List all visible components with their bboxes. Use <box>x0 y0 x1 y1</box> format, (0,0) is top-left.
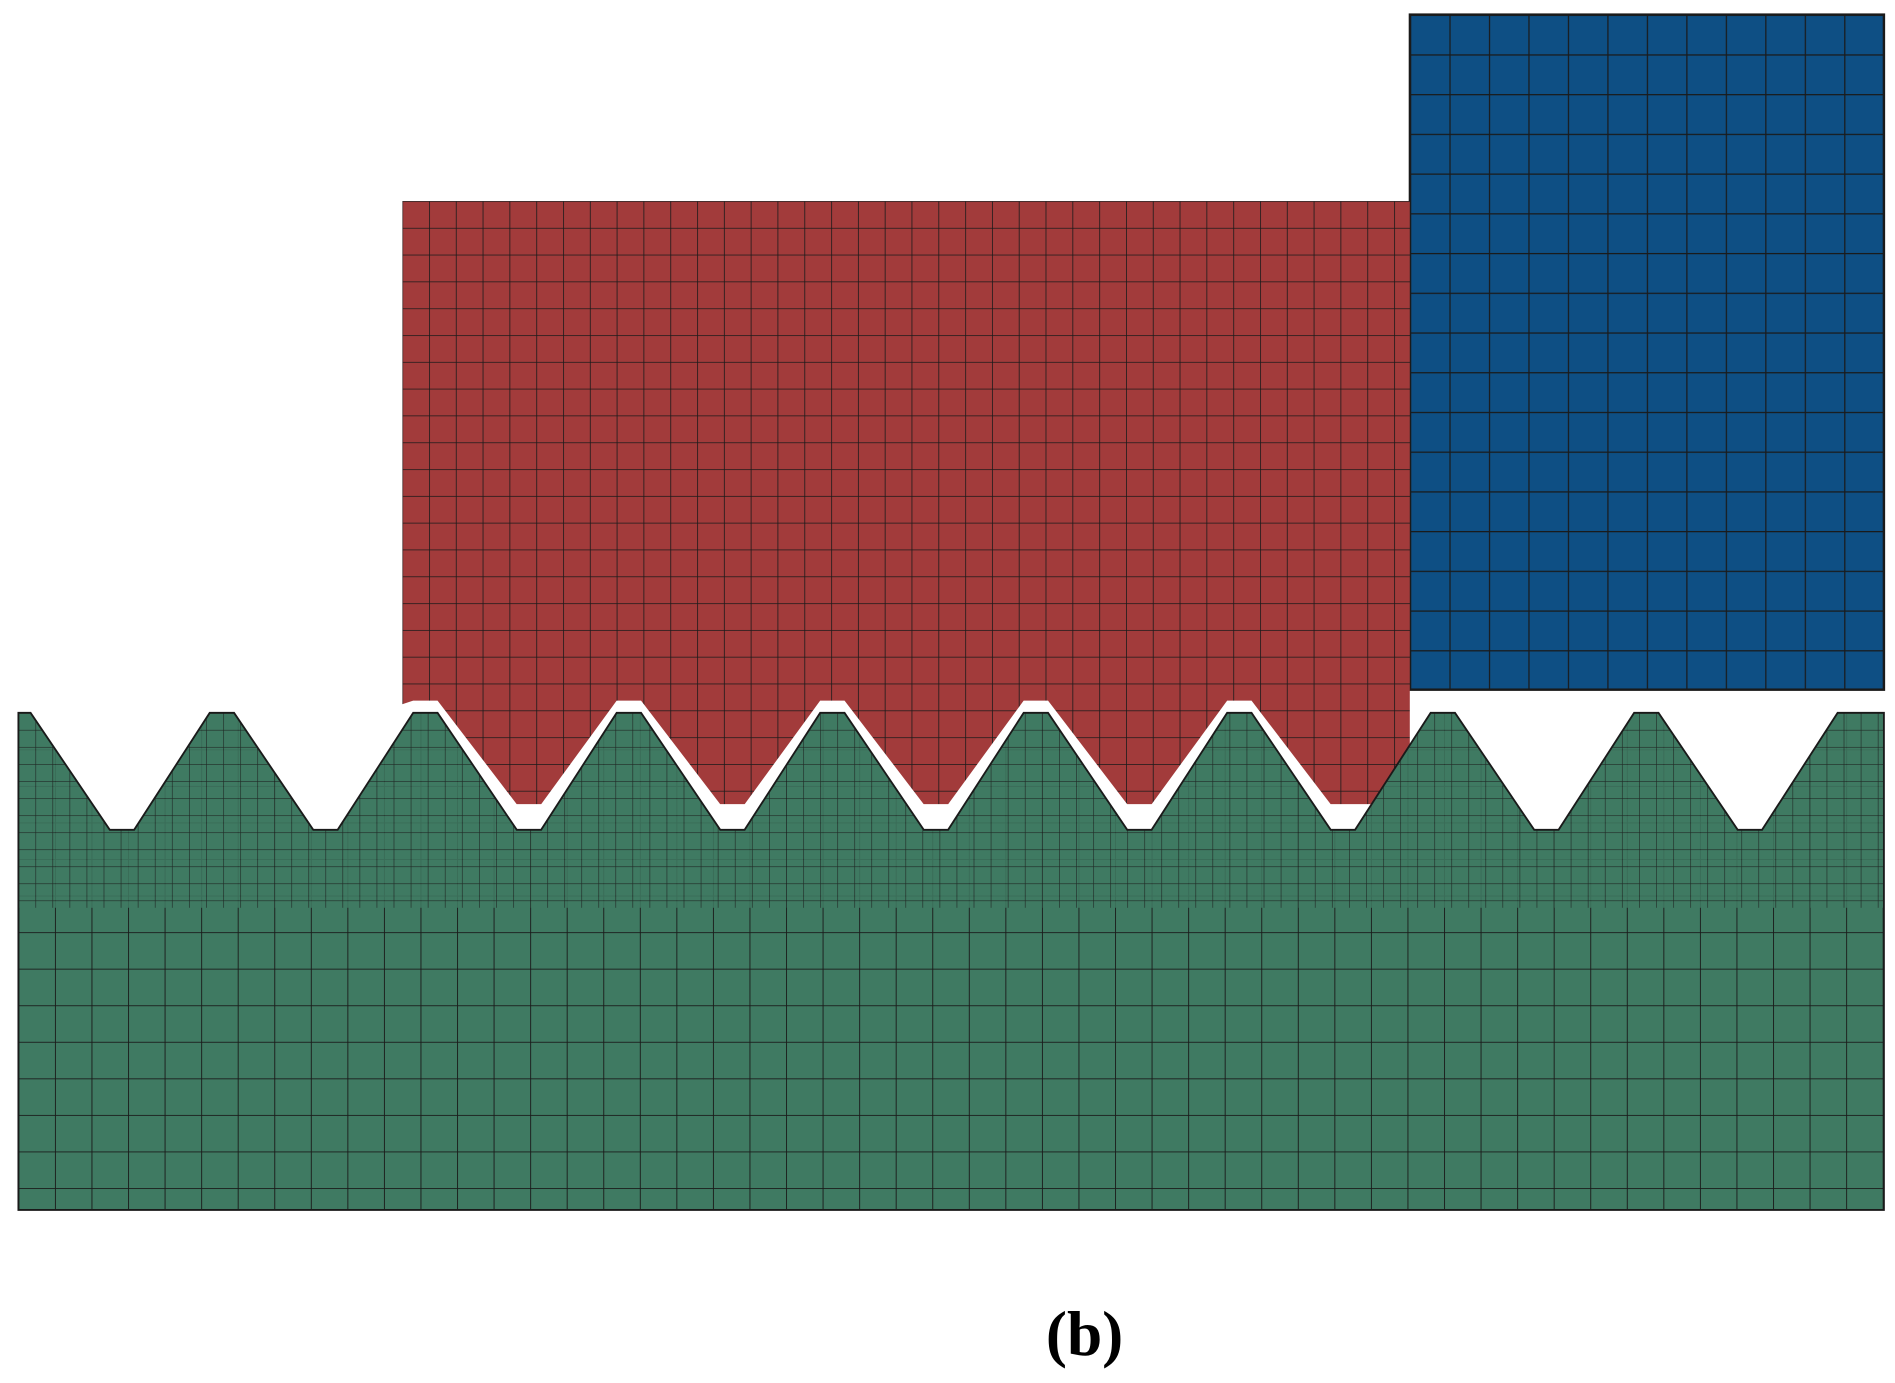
blue-block <box>1408 13 1886 691</box>
green-outline <box>17 711 1885 1211</box>
caption: (b) <box>1046 1299 1123 1369</box>
